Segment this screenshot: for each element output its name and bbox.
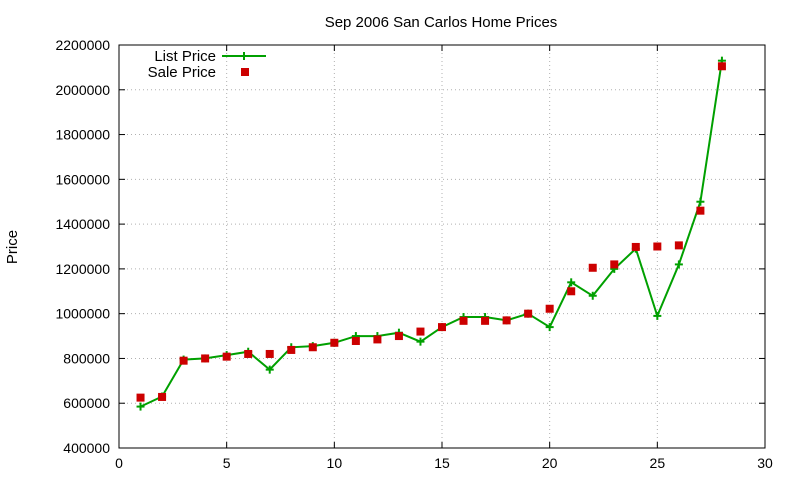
series-line-list-price [140, 60, 723, 408]
point-sale-price [610, 260, 619, 269]
chart-title: Sep 2006 San Carlos Home Prices [325, 14, 558, 31]
point-sale-price [136, 393, 145, 402]
y-tick-label: 600000 [63, 395, 110, 411]
y-tick-label: 800000 [63, 350, 110, 366]
point-sale-price [588, 263, 597, 272]
point-sale-price [567, 287, 576, 296]
point-sale-price [244, 349, 253, 358]
point-list-price [265, 365, 274, 374]
point-list-price [545, 323, 554, 332]
legend-label-sale-price: Sale Price [148, 64, 216, 81]
y-tick-label: 1400000 [55, 216, 110, 232]
point-sale-price [631, 242, 640, 251]
x-tick-label: 20 [542, 455, 558, 471]
y-tick-label: 1600000 [55, 171, 110, 187]
point-list-price [653, 311, 662, 320]
point-sale-price [265, 349, 274, 358]
point-sale-price [373, 335, 382, 344]
point-sale-price [287, 345, 296, 354]
point-sale-price [179, 356, 188, 365]
y-tick-label: 2200000 [55, 37, 110, 53]
y-tick-label: 2000000 [55, 82, 110, 98]
legend-sample-list-price-marker [240, 52, 248, 60]
y-tick-label: 400000 [63, 440, 110, 456]
grid-lines [119, 45, 765, 448]
point-sale-price [351, 336, 360, 345]
point-sale-price [717, 62, 726, 71]
point-list-price [588, 291, 597, 300]
point-sale-price [696, 206, 705, 215]
y-axis-label: Price [4, 230, 21, 264]
legend-sample-sale-price-marker [241, 68, 249, 76]
point-sale-price [674, 241, 683, 250]
x-tick-label: 30 [757, 455, 773, 471]
point-sale-price [438, 323, 446, 332]
point-sale-price [394, 332, 403, 341]
point-sale-price [330, 338, 339, 347]
point-list-price [674, 260, 683, 269]
point-sale-price [502, 316, 511, 325]
point-list-price [136, 402, 145, 411]
point-list-price [696, 197, 705, 206]
data-series [136, 56, 726, 411]
x-tick-label: 10 [327, 455, 343, 471]
point-sale-price [459, 316, 468, 325]
point-sale-price [653, 242, 662, 251]
point-list-price [416, 337, 425, 346]
y-tick-label: 1800000 [55, 127, 110, 143]
point-sale-price [201, 354, 210, 363]
y-tick-label: 1000000 [55, 306, 110, 322]
point-sale-price [416, 327, 425, 336]
point-sale-price [545, 304, 554, 313]
point-list-price [567, 278, 576, 287]
legend: List Price Sale Price [148, 48, 266, 81]
x-tick-label: 0 [115, 455, 123, 471]
x-tick-label: 5 [223, 455, 231, 471]
y-tick-label: 1200000 [55, 261, 110, 277]
point-sale-price [481, 316, 490, 325]
point-sale-price [222, 352, 231, 361]
x-tick-label: 25 [650, 455, 666, 471]
point-sale-price [524, 309, 533, 318]
legend-label-list-price: List Price [154, 48, 216, 65]
point-sale-price [308, 343, 317, 352]
point-sale-price [158, 392, 167, 401]
axis-ticks: 0 5 10 15 20 25 30 400000 600000 800000 1000000 120… [55, 37, 773, 471]
x-tick-label: 15 [434, 455, 450, 471]
